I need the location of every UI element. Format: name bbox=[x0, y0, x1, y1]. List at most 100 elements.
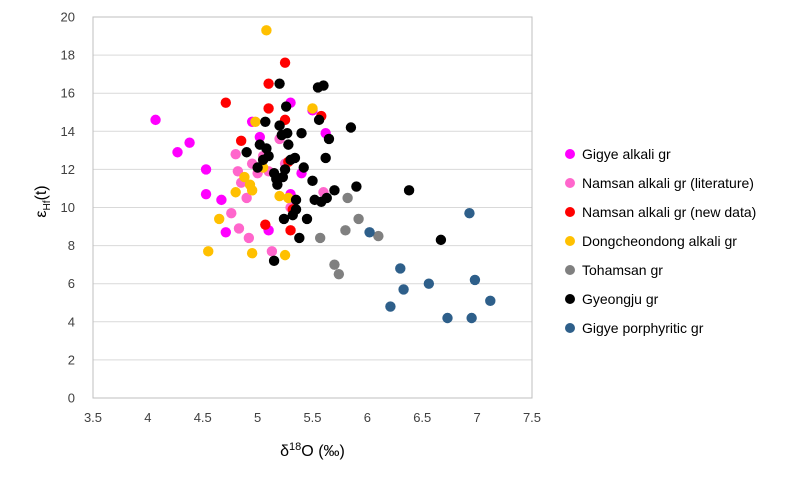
x-tick-label: 5.5 bbox=[303, 410, 321, 425]
data-point bbox=[442, 312, 453, 324]
data-point bbox=[423, 278, 435, 289]
plot-area-frame bbox=[92, 16, 533, 399]
legend-marker bbox=[565, 207, 575, 217]
data-point bbox=[260, 219, 271, 230]
data-point bbox=[323, 133, 335, 145]
x-tick-label: 3.5 bbox=[84, 410, 102, 425]
data-point bbox=[333, 268, 345, 280]
y-tick-label: 8 bbox=[68, 238, 75, 253]
data-point bbox=[279, 164, 291, 175]
legend-marker bbox=[565, 178, 575, 188]
data-point bbox=[280, 101, 292, 112]
data-point bbox=[274, 78, 285, 89]
data-point bbox=[398, 284, 409, 295]
data-points bbox=[150, 25, 496, 324]
data-point bbox=[320, 152, 331, 164]
data-point bbox=[233, 223, 245, 234]
data-point bbox=[469, 274, 481, 286]
y-tick-label: 16 bbox=[61, 86, 75, 101]
data-point bbox=[289, 152, 301, 164]
data-point bbox=[241, 192, 252, 204]
data-point bbox=[282, 128, 293, 139]
data-point bbox=[254, 131, 266, 143]
data-point bbox=[203, 246, 214, 257]
legend: Gigye alkali gr Namsan alkali gr (literat… bbox=[565, 146, 756, 336]
legend-label: Tohamsan gr bbox=[582, 262, 663, 278]
data-point bbox=[268, 255, 280, 267]
data-point bbox=[290, 204, 302, 215]
y-tick-label: 10 bbox=[61, 200, 75, 215]
y-axis-title-main: ε bbox=[33, 210, 50, 217]
data-point bbox=[294, 232, 305, 244]
data-point bbox=[241, 147, 252, 158]
data-point bbox=[395, 263, 406, 274]
x-axis-title-rest: O (‰) bbox=[301, 443, 345, 460]
data-point bbox=[403, 185, 415, 196]
data-point bbox=[351, 181, 362, 192]
data-point bbox=[261, 25, 272, 36]
data-point bbox=[200, 164, 212, 175]
data-point bbox=[329, 259, 340, 270]
data-point bbox=[263, 103, 274, 114]
data-point bbox=[235, 135, 247, 147]
data-point bbox=[321, 192, 332, 204]
x-tick-label: 5 bbox=[254, 410, 261, 425]
data-point bbox=[307, 175, 318, 187]
data-point bbox=[200, 188, 212, 200]
data-point bbox=[301, 213, 313, 225]
data-point bbox=[373, 230, 384, 242]
data-point bbox=[340, 225, 351, 236]
x-tick-label: 6.5 bbox=[413, 410, 431, 425]
legend-marker bbox=[565, 149, 575, 159]
data-point bbox=[250, 116, 261, 127]
data-point bbox=[307, 103, 318, 114]
y-axis-ticks: 0 2 4 6 8 10 12 14 16 18 20 bbox=[61, 10, 75, 406]
data-point bbox=[220, 227, 231, 238]
legend-label: Gigye alkali gr bbox=[582, 146, 671, 162]
x-tick-label: 7.5 bbox=[523, 410, 541, 425]
data-point bbox=[263, 78, 274, 89]
x-tick-label: 7 bbox=[474, 410, 481, 425]
y-tick-label: 12 bbox=[61, 162, 75, 177]
data-point bbox=[314, 232, 326, 244]
data-point bbox=[464, 208, 475, 219]
y-tick-label: 4 bbox=[68, 314, 75, 329]
data-point bbox=[466, 312, 477, 324]
legend-marker bbox=[565, 294, 575, 304]
data-point bbox=[283, 139, 294, 150]
data-point bbox=[296, 128, 307, 139]
y-tick-label: 14 bbox=[61, 124, 75, 139]
data-point bbox=[272, 179, 283, 190]
data-point bbox=[216, 194, 227, 206]
data-point bbox=[279, 249, 291, 261]
y-tick-label: 0 bbox=[68, 391, 75, 406]
legend-label: Dongcheondong alkali gr bbox=[582, 233, 737, 249]
data-point bbox=[150, 114, 161, 126]
data-point bbox=[246, 185, 258, 196]
gridlines bbox=[93, 54, 532, 361]
data-point bbox=[220, 97, 231, 108]
data-point bbox=[364, 227, 375, 238]
data-point bbox=[239, 171, 250, 183]
data-point bbox=[243, 232, 255, 244]
legend-marker bbox=[565, 323, 575, 333]
data-point bbox=[246, 248, 258, 259]
data-point bbox=[329, 185, 340, 196]
data-point bbox=[184, 137, 195, 148]
y-axis-title-sub: Hf bbox=[42, 200, 53, 210]
data-point bbox=[298, 162, 309, 173]
data-point bbox=[274, 120, 285, 131]
data-point bbox=[214, 213, 225, 225]
data-point bbox=[313, 114, 325, 126]
data-point bbox=[435, 234, 447, 246]
y-tick-label: 18 bbox=[61, 48, 75, 63]
x-axis-title-sup: 18 bbox=[289, 441, 301, 453]
legend-label: Gyeongju gr bbox=[582, 291, 659, 307]
x-axis-title: δ18O (‰) bbox=[280, 441, 345, 460]
data-point bbox=[230, 148, 241, 160]
data-point bbox=[263, 150, 274, 162]
data-point bbox=[226, 208, 237, 219]
data-point bbox=[318, 80, 329, 91]
data-point bbox=[342, 192, 353, 204]
